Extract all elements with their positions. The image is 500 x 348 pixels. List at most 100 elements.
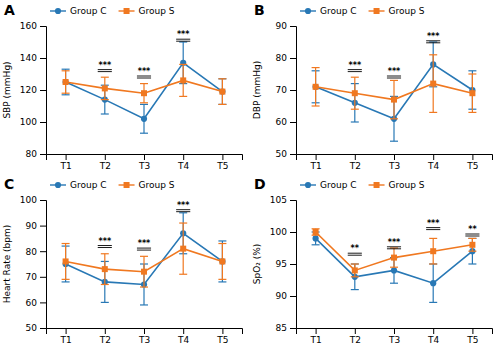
series-line [316,232,473,270]
x-tick: T4 [427,328,439,345]
tick-mark [290,154,296,155]
series [312,42,477,141]
error-bar-cap [351,276,359,277]
sig-label: ** [351,244,360,253]
point [63,258,69,264]
error-bar-cap [429,263,437,264]
error-bar-cap [429,302,437,303]
tick-label: 70 [276,85,288,95]
axis-line [47,155,243,161]
tick-label: 80 [276,53,288,63]
error-bar-cap [429,54,437,55]
axis-line [290,27,297,155]
panel: 5060708090100T1T2T3T4T5Heart Rate (bpm)*… [2,176,243,345]
point [180,60,186,66]
error-bar-cap [62,94,70,95]
error-bar-cap [218,281,226,282]
legend-item: Group C [50,6,107,16]
error-bar-cap [140,102,148,103]
error-bar-cap [140,256,148,257]
error-bar-cap [351,289,359,290]
plot-area: 80100120140160T1T2T3T4T5SBP (mmHg)******… [2,21,243,171]
tick-label: T3 [138,335,150,345]
point [430,81,436,87]
error-bar-cap [351,263,359,264]
y-tick: 120 [20,85,46,95]
error-bar-cap [390,283,398,284]
sig-label: *** [388,67,401,76]
tick-mark [105,154,106,160]
tick-mark [290,90,296,91]
series [312,229,477,277]
x-tick: T3 [388,154,400,171]
marks [312,42,477,141]
legend-label: Group S [139,180,175,190]
tick-label: T4 [427,335,439,345]
y-axis-title: DBP (mmHg) [252,61,262,119]
error-bar-cap [62,281,70,282]
tick-mark [355,154,356,160]
tick-mark [40,58,46,59]
x-tick: T5 [216,154,228,171]
error-bar-cap [351,263,359,264]
y-tick: 60 [26,298,46,308]
y-tick: 80 [26,149,46,159]
sig-bracket [426,42,440,43]
tick-mark [66,328,67,334]
y-tick: 100 [270,227,296,237]
sig-label: *** [388,238,401,247]
error-bar [351,264,359,277]
legend-item: Group C [300,180,357,190]
tick-mark [40,26,46,27]
error-bar-cap [218,78,226,79]
y-tick: 140 [20,53,46,63]
error-bar [218,79,226,105]
legend: Group CGroup S [50,6,175,16]
tick-label: 50 [26,323,38,333]
sig-bracket [348,71,362,72]
error-bar [429,55,437,113]
panel-label: A [4,2,15,18]
legend-marker [55,182,61,188]
tick-label: T1 [309,161,321,171]
y-axis: 5060708090100 [20,195,47,333]
error-bar-cap [101,302,109,303]
error-bar-cap [179,274,187,275]
panel-label: C [4,176,14,192]
tick-label: T3 [138,161,150,171]
error-bar [218,241,226,282]
tick-label: 50 [276,149,288,159]
y-tick: 160 [20,21,46,31]
y-axis: 5060708090 [276,21,297,159]
sig-label: *** [427,219,440,228]
tick-label: T1 [309,335,321,345]
y-tick: 100 [20,195,46,205]
x-tick: T2 [349,154,361,171]
tick-label: T2 [99,161,111,171]
tick-mark [40,200,46,201]
tick-label: 60 [276,117,288,127]
panel-label: B [254,2,265,18]
series [312,55,477,119]
error-bar [429,264,437,302]
point [102,85,108,91]
tick-label: T4 [427,161,439,171]
axis-line [40,201,47,329]
error-bar-cap [312,67,320,68]
plot-area: 5060708090100T1T2T3T4T5Heart Rate (bpm)*… [2,195,243,345]
tick-label: 120 [20,85,37,95]
tick-label: T5 [466,161,478,171]
error-bar-cap [312,105,320,106]
marks [312,229,477,303]
y-axis-title: SpO₂ (%) [252,244,262,285]
tick-mark [472,328,473,334]
tick-mark [40,302,46,303]
tick-label: T3 [388,161,400,171]
point [63,79,69,85]
error-bar-cap [140,133,148,134]
legend-item: Group S [119,180,175,190]
legend-marker [55,8,61,14]
tick-mark [355,328,356,334]
series [62,213,227,305]
error-bar [312,229,320,235]
